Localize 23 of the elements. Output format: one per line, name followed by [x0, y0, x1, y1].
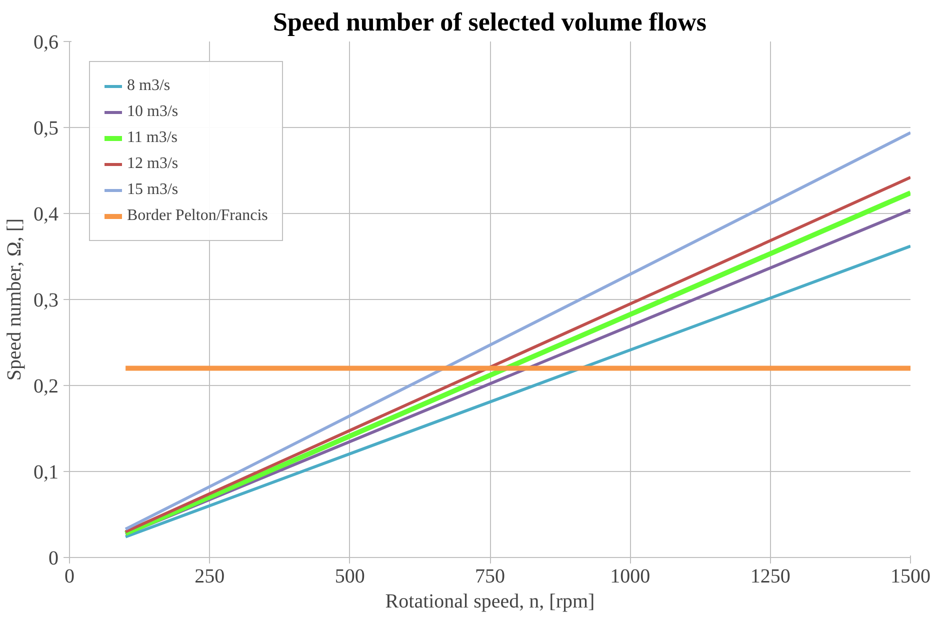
- legend-label: Border Pelton/Francis: [127, 207, 268, 225]
- x-tick-label: 500: [334, 566, 365, 588]
- y-tick-label: 0: [48, 548, 58, 570]
- x-tick-label: 1500: [890, 566, 930, 588]
- x-tick-label: 250: [194, 566, 225, 588]
- chart-title: Speed number of selected volume flows: [272, 8, 707, 36]
- legend-label: 10 m3/s: [127, 103, 178, 121]
- x-tick-label: 1250: [750, 566, 790, 588]
- y-tick-label: 0,4: [34, 204, 58, 226]
- legend-label: 12 m3/s: [127, 155, 178, 173]
- legend-label: 15 m3/s: [127, 181, 178, 199]
- y-axis-title: Speed number, Ω, []: [4, 218, 26, 381]
- x-tick-label: 1000: [610, 566, 650, 588]
- x-tick-label: 750: [475, 566, 505, 588]
- y-tick-label: 0,5: [34, 118, 58, 140]
- legend-label: 8 m3/s: [127, 77, 170, 95]
- y-tick-label: 0,3: [34, 290, 58, 312]
- y-tick-label: 0,2: [34, 376, 58, 398]
- legend-label: 11 m3/s: [127, 129, 178, 147]
- x-axis-title: Rotational speed, n, [rpm]: [385, 590, 595, 612]
- y-tick-label: 0,6: [34, 32, 58, 54]
- x-tick-label: 0: [64, 566, 74, 588]
- y-tick-label: 0,1: [34, 462, 58, 484]
